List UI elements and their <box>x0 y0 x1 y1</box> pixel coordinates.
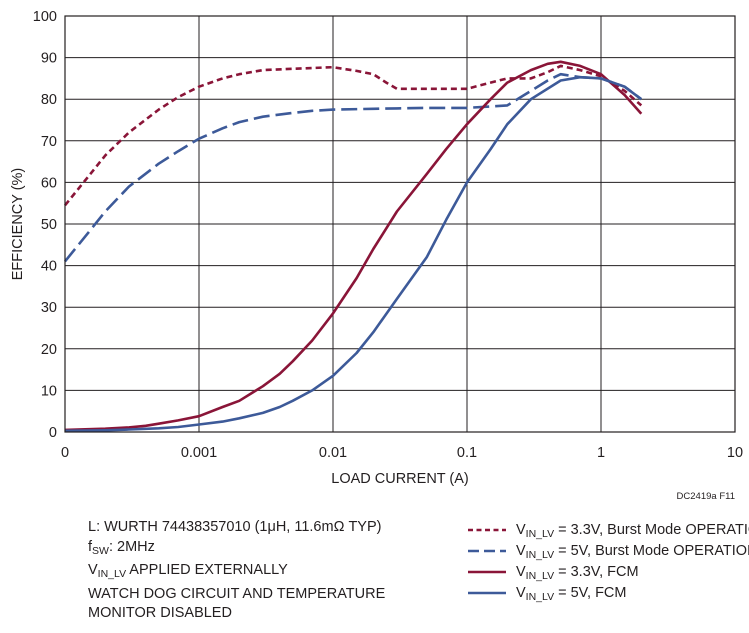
note-vin-applied: VIN_LV APPLIED EXTERNALLY <box>88 561 385 585</box>
x-tick-label: 1 <box>597 445 605 461</box>
legend-swatch-vin-5v-fcm <box>468 591 506 595</box>
legend-label-vin-5v-fcm: VIN_LV = 5V, FCM <box>516 585 627 603</box>
x-tick-label: 0.01 <box>319 445 347 461</box>
y-tick-label: 100 <box>33 9 57 25</box>
series-group <box>63 60 643 433</box>
series-line-0 <box>63 64 643 207</box>
y-tick-label: 80 <box>41 92 57 108</box>
note-watchdog: WATCH DOG CIRCUIT AND TEMPERATURE <box>88 585 386 602</box>
series-line-3 <box>64 75 643 433</box>
note-vin-rest: APPLIED EXTERNALLY <box>126 562 288 578</box>
plot-frame <box>64 15 736 433</box>
y-tick-label: 40 <box>41 259 57 275</box>
y-tick-label: 20 <box>41 342 57 358</box>
legend-swatch-vin-3v3-fcm <box>468 570 506 574</box>
note-vin-sub: IN_LV <box>97 568 127 580</box>
y-tick-labels: 0 10 20 30 40 50 60 70 80 90 100 <box>33 9 57 441</box>
x-tick-label: 10 <box>727 445 743 461</box>
legend-label-vin-3v3-fcm: VIN_LV = 3.3V, FCM <box>516 564 639 582</box>
note-fsw-main: f <box>88 538 93 555</box>
note-vin-main: V <box>88 562 98 578</box>
legend-swatch-vin-3v3-burst <box>468 528 506 532</box>
y-tick-label: 10 <box>41 383 57 399</box>
note-inductor: L: WURTH 74438357010 (1μH, 11.6mΩ TYP) <box>88 519 382 535</box>
x-tick-label: 0.1 <box>457 445 477 461</box>
x-tick-labels: 0 0.001 0.01 0.1 1 10 <box>61 445 743 461</box>
x-tick-label: 0 <box>61 445 69 461</box>
note-fsw-rest: : 2MHz <box>108 538 155 555</box>
note-monitor: MONITOR DISABLED <box>88 605 232 621</box>
y-tick-label: 60 <box>41 175 57 191</box>
note-fsw-sub: SW <box>92 544 109 557</box>
series-line-1 <box>63 72 643 263</box>
note-switching-frequency: fSW: 2MHz <box>88 538 385 562</box>
legend-label-vin-5v-burst: VIN_LV = 5V, Burst Mode OPERATION <box>516 543 749 561</box>
y-tick-label: 0 <box>49 425 57 441</box>
figure-code: DC2419a F11 <box>677 491 735 502</box>
grid-lines <box>65 16 735 432</box>
series-line-2 <box>64 60 643 432</box>
y-tick-label: 30 <box>41 300 57 316</box>
y-tick-label: 50 <box>41 217 57 233</box>
y-axis-label: EFFICIENCY (%) <box>10 168 26 281</box>
y-tick-label: 90 <box>41 51 57 67</box>
y-tick-label: 70 <box>41 134 57 150</box>
x-tick-label: 0.001 <box>181 445 217 461</box>
x-axis-label: LOAD CURRENT (A) <box>331 471 469 487</box>
test-conditions-notes: L: WURTH 74438357010 (1μH, 11.6mΩ TYP) f… <box>88 518 385 624</box>
legend-label-vin-3v3-burst: VIN_LV = 3.3V, Burst Mode OPERATION <box>516 522 749 540</box>
legend-swatch-vin-5v-burst <box>468 549 506 553</box>
